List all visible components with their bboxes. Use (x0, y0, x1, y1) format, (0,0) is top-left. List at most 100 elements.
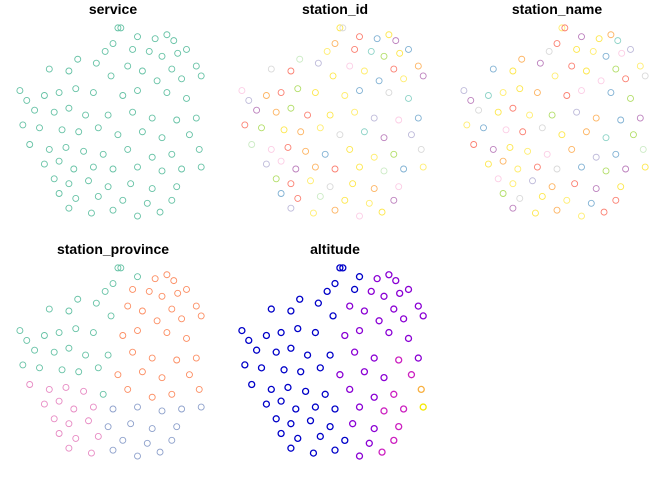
station-point (156, 208, 164, 216)
station-point (360, 307, 369, 315)
station-point (168, 196, 176, 204)
station-point (395, 116, 403, 124)
station-point (390, 65, 398, 73)
station-point (563, 92, 571, 99)
station-point (489, 65, 497, 73)
station-point (529, 177, 536, 185)
station-point (296, 295, 304, 303)
station-point (80, 387, 88, 395)
station-point (494, 108, 502, 116)
station-point (370, 185, 378, 193)
station-point (151, 35, 159, 43)
station-point (499, 89, 507, 97)
station-point (380, 52, 388, 60)
station-point (277, 429, 285, 438)
station-point (89, 163, 97, 171)
station-point (272, 108, 280, 116)
station-point (145, 47, 153, 55)
station-point (55, 157, 63, 165)
station-point (109, 165, 117, 173)
station-point (390, 390, 398, 398)
station-point (553, 206, 561, 214)
station-point (114, 264, 122, 272)
station-point (350, 285, 359, 294)
station-point (484, 160, 492, 168)
station-point (75, 128, 83, 136)
station-point (514, 165, 522, 173)
station-point (143, 439, 151, 447)
station-point (272, 415, 280, 423)
station-point (238, 87, 246, 95)
station-point (506, 143, 514, 151)
station-point (245, 336, 253, 345)
station-point (365, 439, 373, 447)
station-point (419, 72, 427, 80)
station-point (355, 273, 364, 281)
station-point (287, 104, 295, 112)
station-point (304, 111, 312, 119)
station-point (31, 346, 39, 354)
station-point (311, 163, 319, 171)
station-point (348, 420, 357, 428)
station-point (321, 150, 329, 158)
station-point (80, 147, 88, 155)
station-point (129, 285, 137, 293)
station-point (72, 434, 80, 442)
station-point (178, 165, 186, 173)
station-point (519, 128, 527, 136)
station-point (134, 163, 141, 171)
station-point (404, 285, 413, 294)
station-point (407, 131, 415, 139)
station-point (592, 114, 600, 122)
station-point (578, 33, 585, 41)
station-point (262, 160, 270, 168)
station-point (145, 287, 153, 295)
panel: altitude (238, 241, 427, 460)
station-point (267, 305, 275, 313)
station-point (45, 305, 53, 313)
station-point (50, 108, 58, 116)
station-point (509, 104, 517, 112)
station-point (153, 317, 161, 325)
station-point (303, 351, 312, 359)
station-point (417, 145, 425, 153)
station-point (346, 62, 354, 70)
station-point (400, 75, 408, 83)
station-point (614, 37, 622, 45)
station-point (168, 150, 176, 158)
station-point (578, 212, 585, 220)
station-point (272, 348, 280, 356)
station-point (370, 153, 378, 161)
station-point (414, 302, 422, 310)
station-point (563, 196, 571, 204)
station-point (294, 434, 302, 443)
station-point (311, 403, 320, 411)
station-point (178, 315, 186, 323)
station-point (277, 328, 285, 337)
station-point (277, 157, 285, 165)
station-point (370, 393, 378, 401)
station-point (390, 305, 398, 313)
station-point (158, 407, 166, 415)
station-point (151, 275, 159, 283)
station-point (82, 351, 90, 359)
station-point (378, 448, 386, 456)
station-point (280, 366, 288, 374)
station-point (99, 150, 107, 158)
station-point (19, 121, 27, 129)
station-point (134, 273, 141, 281)
station-point (597, 77, 605, 85)
station-point (158, 167, 166, 175)
station-point (316, 124, 324, 132)
station-point (516, 85, 524, 93)
station-point (70, 165, 78, 173)
station-point (351, 108, 359, 116)
station-point (174, 49, 182, 57)
station-point (148, 185, 156, 193)
station-point (392, 276, 400, 285)
station-point (65, 420, 73, 428)
station-point (396, 49, 404, 57)
station-point (323, 47, 331, 55)
station-point (252, 346, 261, 354)
station-point (277, 89, 285, 97)
